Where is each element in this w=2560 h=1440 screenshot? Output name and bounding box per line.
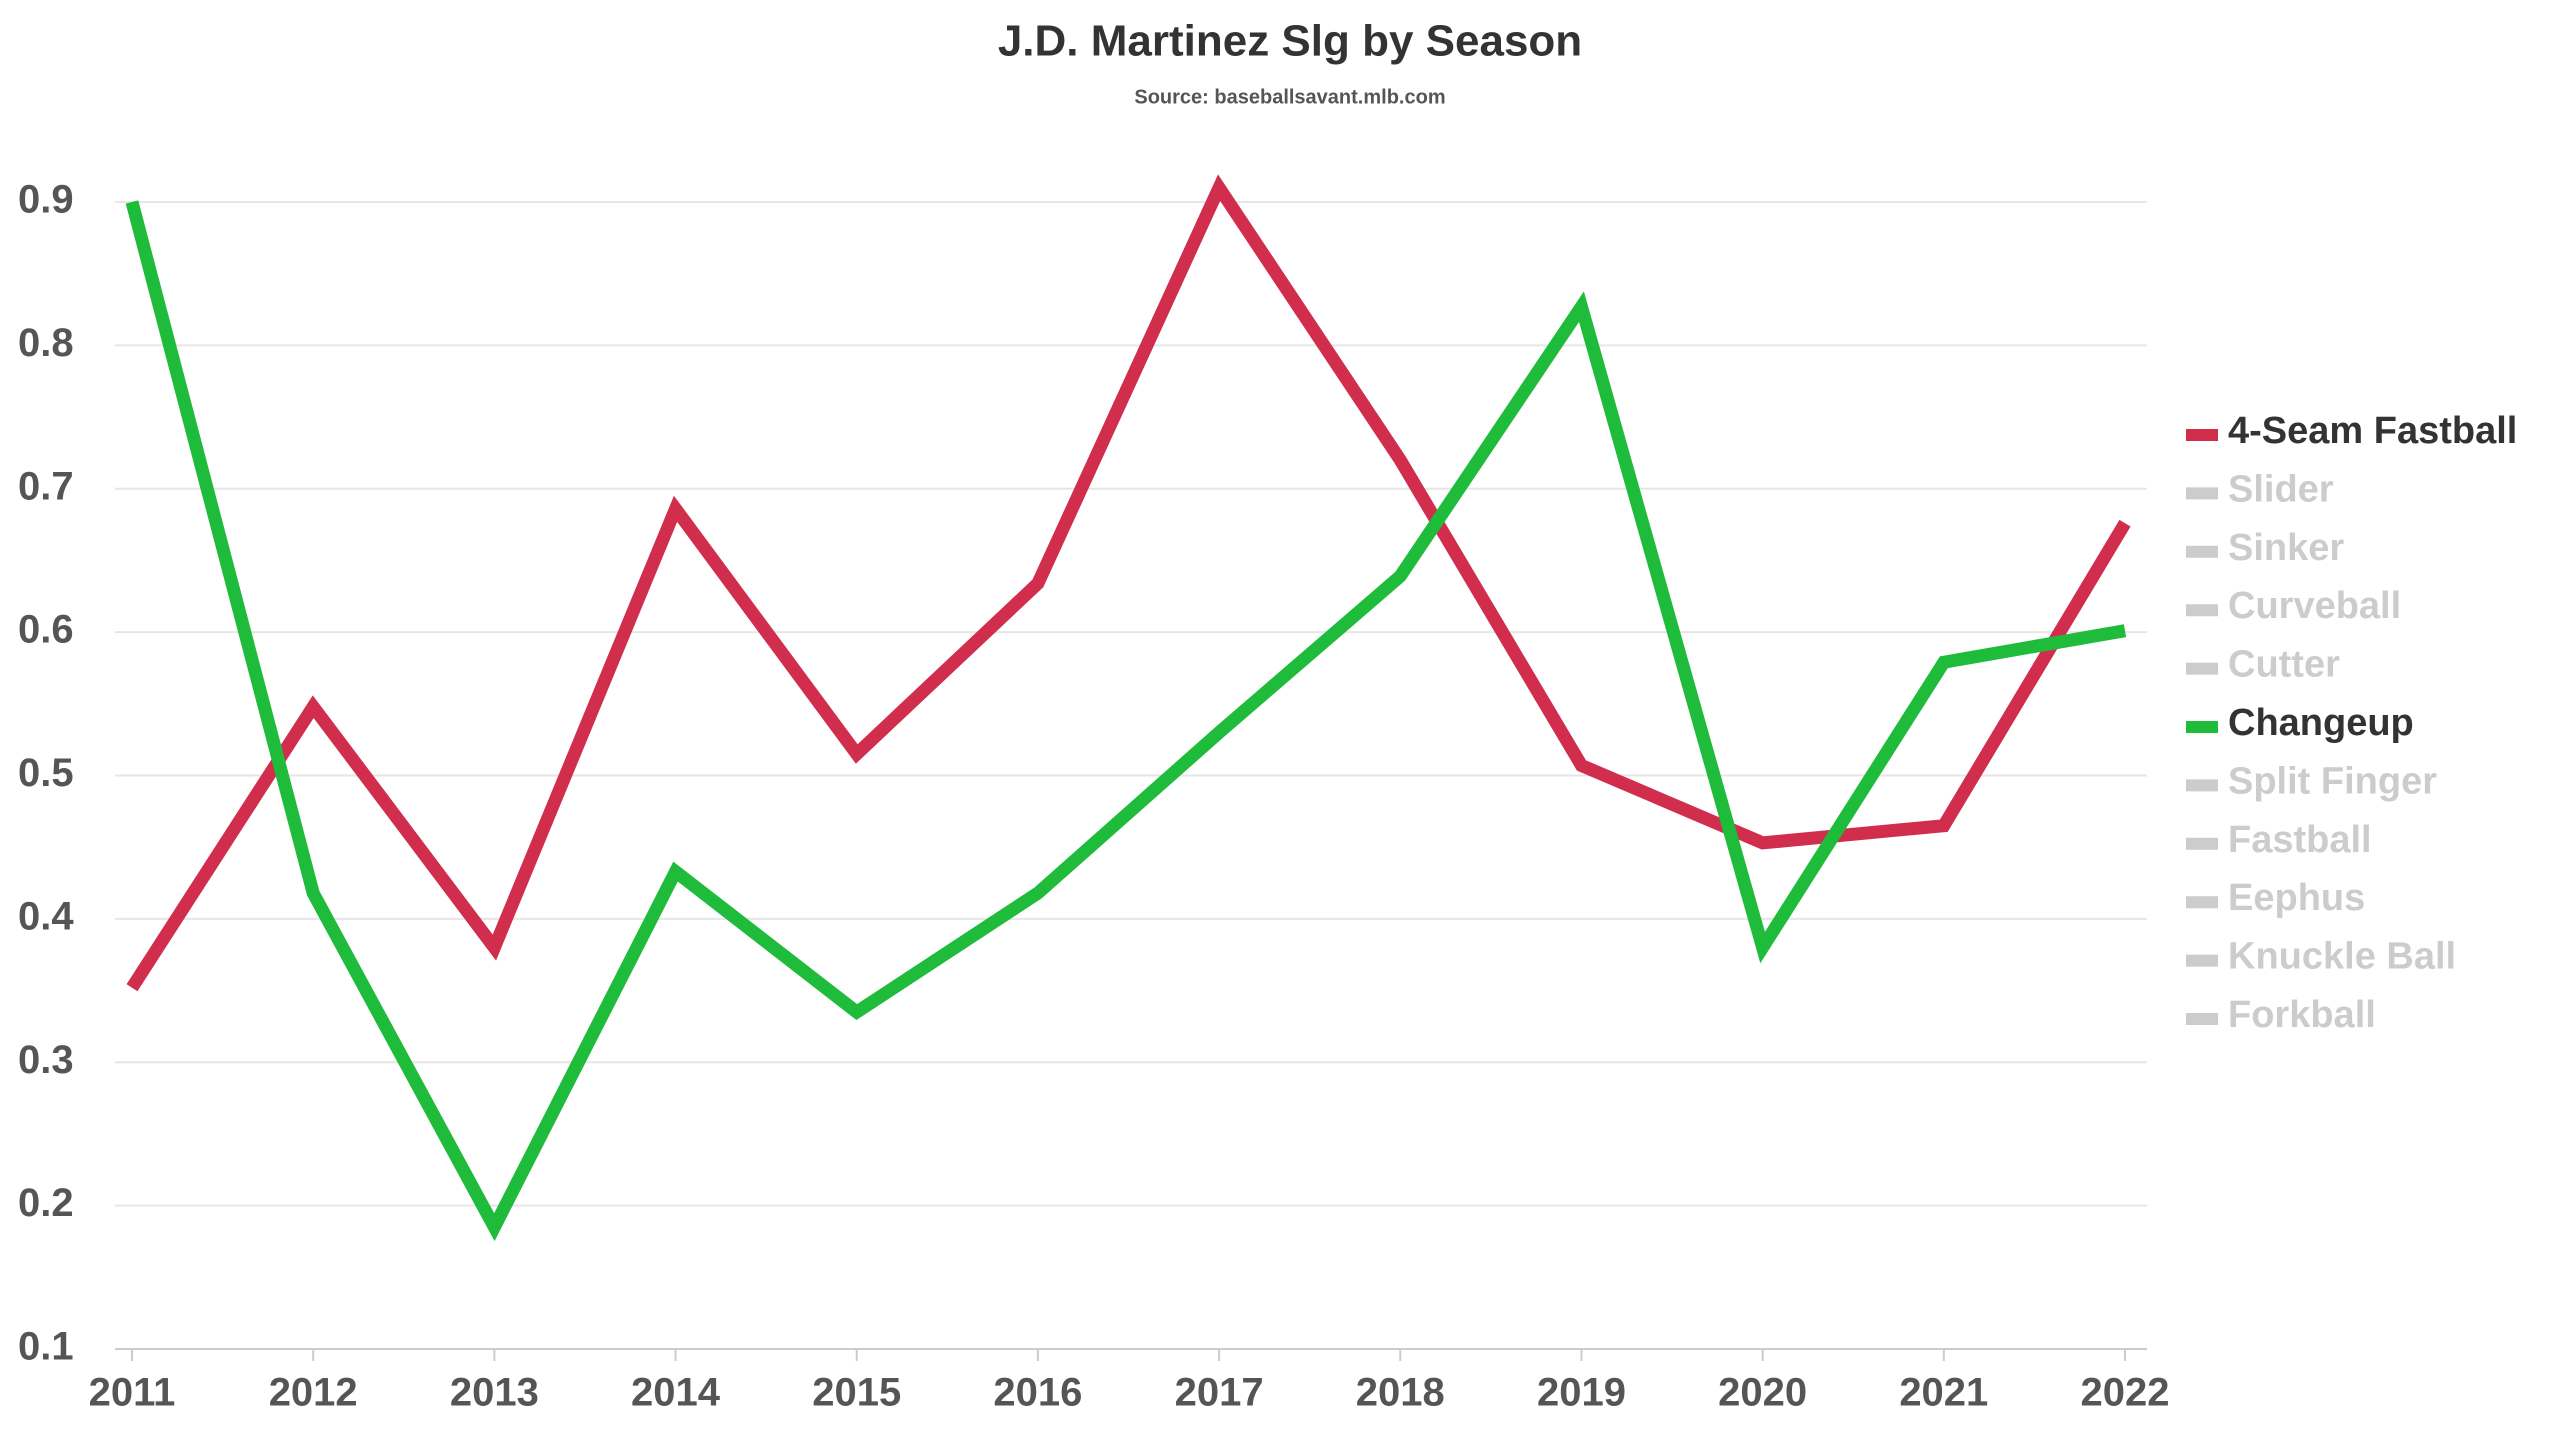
x-tick-label: 2012 xyxy=(269,1371,358,1415)
x-tick-label: 2013 xyxy=(450,1371,539,1415)
y-tick-label: 0.6 xyxy=(18,608,74,652)
legend-label: Split Finger xyxy=(2228,760,2437,802)
y-tick-label: 0.5 xyxy=(18,751,74,795)
x-tick-label: 2011 xyxy=(89,1371,176,1415)
legend-label: Fastball xyxy=(2228,819,2372,861)
x-tick-label: 2017 xyxy=(1175,1371,1264,1415)
y-tick-label: 0.1 xyxy=(18,1325,74,1369)
x-tick-label: 2018 xyxy=(1356,1371,1445,1415)
legend-label: Changeup xyxy=(2228,702,2414,744)
y-tick-label: 0.4 xyxy=(18,894,74,938)
x-tick-label: 2021 xyxy=(1899,1371,1988,1415)
x-tick-label: 2022 xyxy=(2081,1371,2170,1415)
x-tick-label: 2016 xyxy=(993,1371,1082,1415)
y-tick-label: 0.8 xyxy=(18,321,74,365)
legend-label: Cutter xyxy=(2228,644,2340,686)
legend-label: Sinker xyxy=(2228,527,2344,569)
legend-label: Eephus xyxy=(2228,877,2365,919)
chart-title: J.D. Martinez Slg by Season xyxy=(998,17,1582,66)
legend-label: Slider xyxy=(2228,468,2334,510)
legend-label: Curveball xyxy=(2228,585,2401,627)
x-tick-label: 2020 xyxy=(1718,1371,1807,1415)
series-line xyxy=(125,200,2127,1242)
y-tick-label: 0.9 xyxy=(18,178,74,222)
legend-label: Knuckle Ball xyxy=(2228,936,2456,978)
y-tick-label: 0.7 xyxy=(18,464,74,508)
x-tick-label: 2015 xyxy=(812,1371,901,1415)
x-tick-label: 2014 xyxy=(631,1371,721,1415)
legend-label: 4-Seam Fastball xyxy=(2228,410,2517,452)
legend-label: Forkball xyxy=(2228,994,2376,1036)
chart-subtitle: Source: baseballsavant.mlb.com xyxy=(1134,86,1445,108)
series-line xyxy=(126,174,2131,992)
x-tick-label: 2019 xyxy=(1537,1371,1626,1415)
y-tick-label: 0.2 xyxy=(18,1181,74,1225)
y-tick-label: 0.3 xyxy=(18,1038,74,1082)
